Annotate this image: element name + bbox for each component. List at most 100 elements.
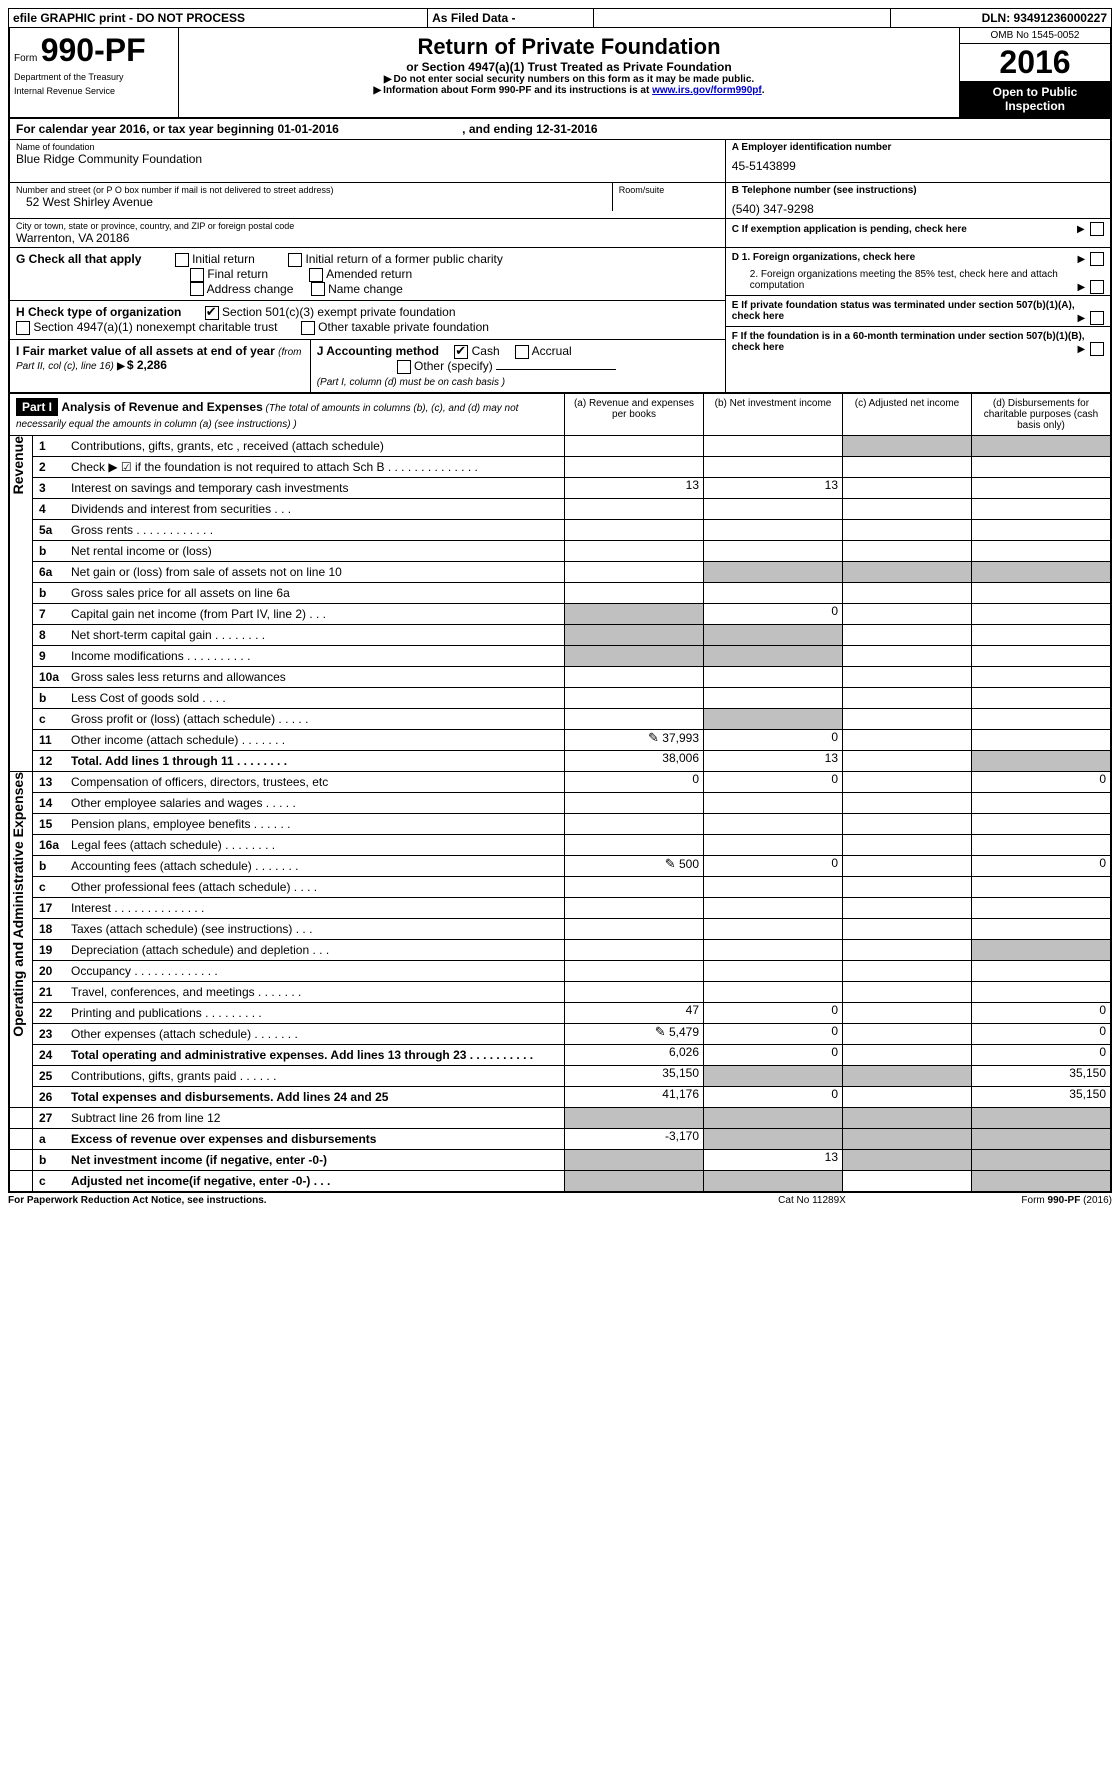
table-row: 9Income modifications . . . . . . . . . … [9, 645, 1111, 666]
line-number: 26 [33, 1086, 68, 1107]
part1-title: Analysis of Revenue and Expenses [61, 400, 262, 414]
line-text: Pension plans, employee benefits . . . .… [67, 813, 565, 834]
line-number: 12 [33, 750, 68, 771]
col-a [565, 813, 704, 834]
col-a: 41,176 [565, 1086, 704, 1107]
checkbox-cash[interactable] [454, 345, 468, 359]
line-number: c [33, 708, 68, 729]
section-label: Revenue [9, 435, 33, 771]
checkbox-amended[interactable] [309, 268, 323, 282]
addr-cell: Number and street (or P O box number if … [9, 183, 725, 219]
table-row: 14Other employee salaries and wages . . … [9, 792, 1111, 813]
line-number: 14 [33, 792, 68, 813]
checkbox-4947[interactable] [16, 321, 30, 335]
line-number: 4 [33, 498, 68, 519]
title-cell: Return of Private Foundation or Section … [179, 28, 960, 118]
checkbox-address[interactable] [190, 282, 204, 296]
line-text: Interest . . . . . . . . . . . . . . [67, 897, 565, 918]
irs-link[interactable]: www.irs.gov/form990pf [652, 85, 762, 96]
table-row: bGross sales price for all assets on lin… [9, 582, 1111, 603]
fmv-value: $ 2,286 [117, 358, 167, 372]
footer: For Paperwork Reduction Act Notice, see … [8, 1195, 1112, 1206]
g-row: G Check all that apply Initial return In… [10, 248, 725, 301]
line-number: 1 [33, 435, 68, 456]
col-a [565, 498, 704, 519]
line-number: 18 [33, 918, 68, 939]
section-label: Operating and Administrative Expenses [9, 771, 33, 1107]
line-number: 20 [33, 960, 68, 981]
checkbox-d2[interactable] [1090, 280, 1104, 294]
checkbox-other-acct[interactable] [397, 360, 411, 374]
table-row: bNet rental income or (loss) [9, 540, 1111, 561]
table-row: 19Depreciation (attach schedule) and dep… [9, 939, 1111, 960]
table-row: 3Interest on savings and temporary cash … [9, 477, 1111, 498]
checkbox-other-tax[interactable] [301, 321, 315, 335]
checkbox-501c3[interactable] [205, 306, 219, 320]
table-row: 17Interest . . . . . . . . . . . . . . [9, 897, 1111, 918]
checkbox-initial-former[interactable] [288, 253, 302, 267]
table-row: 23Other expenses (attach schedule) . . .… [9, 1023, 1111, 1044]
col-a: ✎ 5,479 [565, 1023, 704, 1044]
line-text: Depreciation (attach schedule) and deple… [67, 939, 565, 960]
attachment-icon[interactable]: ✎ [648, 730, 659, 746]
line-text: Interest on savings and temporary cash i… [67, 477, 565, 498]
line-number: c [33, 876, 68, 897]
efile-notice: efile GRAPHIC print - DO NOT PROCESS [9, 9, 428, 28]
table-row: 8Net short-term capital gain . . . . . .… [9, 624, 1111, 645]
table-row: Operating and Administrative Expenses13C… [9, 771, 1111, 792]
col-a: 13 [565, 477, 704, 498]
checkbox-final[interactable] [190, 268, 204, 282]
table-row: 21Travel, conferences, and meetings . . … [9, 981, 1111, 1002]
table-row: 25Contributions, gifts, grants paid . . … [9, 1065, 1111, 1086]
phone-value: (540) 347-9298 [732, 202, 1104, 216]
line-number: 9 [33, 645, 68, 666]
form-subtitle: or Section 4947(a)(1) Trust Treated as P… [187, 60, 951, 74]
as-filed: As Filed Data - [428, 9, 593, 28]
table-row: 10aGross sales less returns and allowanc… [9, 666, 1111, 687]
ghij-block: G Check all that apply Initial return In… [8, 248, 1112, 392]
table-row: 11Other income (attach schedule) . . . .… [9, 729, 1111, 750]
col-a [565, 519, 704, 540]
line-number: 6a [33, 561, 68, 582]
street-address: 52 West Shirley Avenue [16, 195, 606, 209]
checkbox-initial[interactable] [175, 253, 189, 267]
col-a [565, 834, 704, 855]
tax-year: 2016 [960, 44, 1110, 81]
line-number: 23 [33, 1023, 68, 1044]
line-number: 15 [33, 813, 68, 834]
col-a-hdr: (a) Revenue and expenses per books [565, 393, 704, 436]
col-a [565, 561, 704, 582]
line-number: 3 [33, 477, 68, 498]
line-text: Total expenses and disbursements. Add li… [67, 1086, 565, 1107]
line-number: 7 [33, 603, 68, 624]
table-row: 18Taxes (attach schedule) (see instructi… [9, 918, 1111, 939]
table-row: 12Total. Add lines 1 through 11 . . . . … [9, 750, 1111, 771]
open-inspection: Open to Public Inspection [960, 81, 1110, 117]
table-row: cGross profit or (loss) (attach schedule… [9, 708, 1111, 729]
checkbox-c[interactable] [1090, 222, 1104, 236]
attachment-icon[interactable]: ✎ [655, 1024, 666, 1040]
form-note2: Information about Form 990-PF and its in… [187, 85, 951, 96]
checkbox-accrual[interactable] [515, 345, 529, 359]
table-row: 27Subtract line 26 from line 12 [9, 1107, 1111, 1128]
table-row: cOther professional fees (attach schedul… [9, 876, 1111, 897]
table-row: 20Occupancy . . . . . . . . . . . . . [9, 960, 1111, 981]
line-text: Net rental income or (loss) [67, 540, 565, 561]
checkbox-e[interactable] [1090, 311, 1104, 325]
col-a: ✎ 37,993 [565, 729, 704, 750]
col-a [565, 435, 704, 456]
line-number: 5a [33, 519, 68, 540]
col-a [565, 666, 704, 687]
attachment-icon[interactable]: ✎ [665, 856, 676, 872]
col-a [565, 981, 704, 1002]
col-a [565, 687, 704, 708]
line-text: Contributions, gifts, grants paid . . . … [67, 1065, 565, 1086]
col-a: 47 [565, 1002, 704, 1023]
line-number: 19 [33, 939, 68, 960]
checkbox-name[interactable] [311, 282, 325, 296]
checkbox-f[interactable] [1090, 342, 1104, 356]
table-row: 7Capital gain net income (from Part IV, … [9, 603, 1111, 624]
foundation-name: Blue Ridge Community Foundation [16, 152, 719, 166]
checkbox-d1[interactable] [1090, 252, 1104, 266]
col-a: 35,150 [565, 1065, 704, 1086]
